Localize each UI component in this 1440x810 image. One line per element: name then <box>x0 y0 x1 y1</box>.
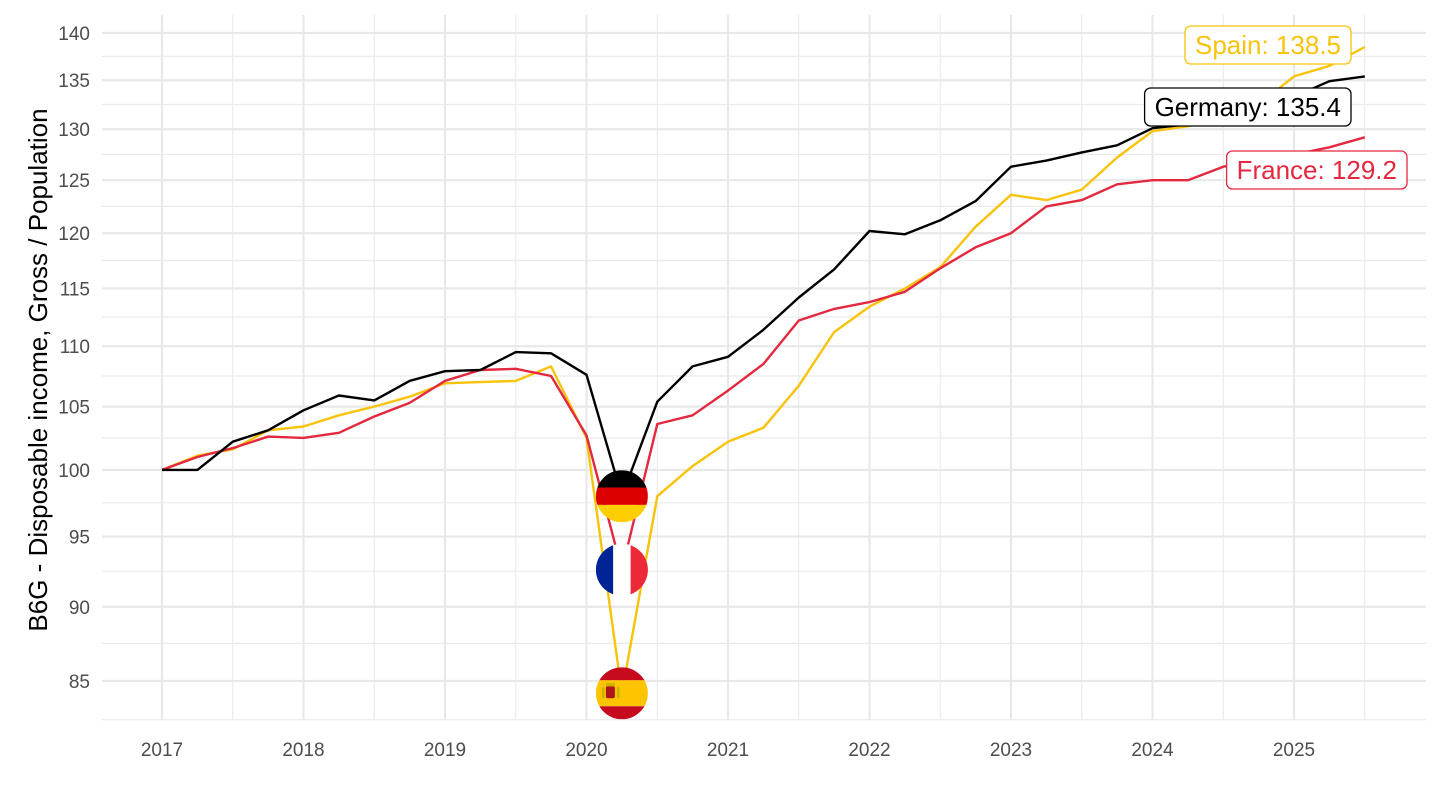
x-tick-label: 2017 <box>141 740 183 761</box>
y-axis-ticks: 85 90 95 100 105 110 115 120 125 130 135 140 <box>58 24 90 693</box>
y-tick-label: 120 <box>58 224 90 245</box>
x-axis-ticks: 2017 2018 2019 2020 2021 2022 2023 2024 2025 <box>141 740 1315 761</box>
end-label-box <box>1225 150 1408 190</box>
series-lines <box>161 45 1366 695</box>
y-tick-label: 100 <box>58 461 90 482</box>
y-tick-label: 85 <box>69 672 90 693</box>
x-tick-label: 2025 <box>1273 740 1315 761</box>
y-axis-title: B6G - Disposable income, Gross / Populat… <box>23 108 53 631</box>
y-tick-label: 115 <box>60 279 90 300</box>
end-label-box <box>1143 87 1352 127</box>
series-line-france <box>161 136 1366 571</box>
france-flag-icon <box>595 543 648 596</box>
y-tick-label: 95 <box>69 528 90 549</box>
x-tick-label: 2022 <box>848 740 890 761</box>
y-tick-label: 140 <box>58 24 90 45</box>
series-line-germany <box>162 75 1365 498</box>
major-gridlines <box>102 15 1426 720</box>
x-tick-label: 2019 <box>424 740 466 761</box>
series-line-spain <box>161 45 1366 695</box>
y-tick-label: 130 <box>58 120 90 141</box>
y-tick-label: 90 <box>69 598 90 619</box>
y-tick-label: 125 <box>58 171 90 192</box>
x-tick-label: 2021 <box>707 740 749 761</box>
flag-markers <box>595 470 648 720</box>
x-tick-label: 2023 <box>990 740 1032 761</box>
x-tick-label: 2024 <box>1131 740 1174 761</box>
end-label-france: France: 129.2 <box>1225 150 1408 190</box>
x-tick-label: 2020 <box>565 740 607 761</box>
end-labels: Germany: 135.4 France: 129.2 Spain: 138.5 <box>1143 25 1408 190</box>
end-label-text: Germany: 135.4 <box>1155 92 1341 122</box>
x-tick-label: 2018 <box>282 740 324 761</box>
minor-gridlines <box>102 15 1426 721</box>
end-label-box <box>1184 25 1352 65</box>
end-label-text: France: 129.2 <box>1237 155 1397 185</box>
end-label-spain: Spain: 138.5 <box>1184 25 1352 65</box>
y-tick-label: 105 <box>58 398 90 419</box>
germany-flag-icon <box>595 470 648 523</box>
end-label-text: Spain: 138.5 <box>1195 30 1341 60</box>
end-label-germany: Germany: 135.4 <box>1143 87 1352 127</box>
y-tick-label: 135 <box>58 71 90 92</box>
y-tick-label: 110 <box>60 337 90 358</box>
spain-flag-icon <box>595 667 648 720</box>
